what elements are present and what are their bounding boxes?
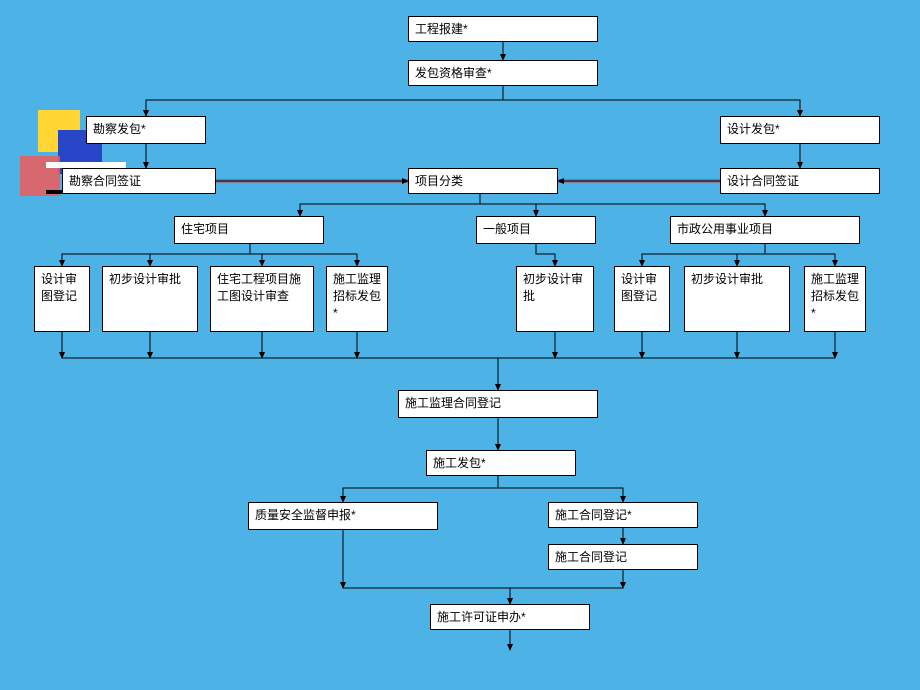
node-label: 施工发包* xyxy=(433,455,486,472)
node-label: 发包资格审查* xyxy=(415,65,492,82)
node-municipal: 市政公用事业项目 xyxy=(670,216,860,244)
node-quality-safety: 质量安全监督申报* xyxy=(248,502,438,530)
node-qualification-review: 发包资格审查* xyxy=(408,60,598,86)
node-survey-contract-out: 勘察发包* xyxy=(86,116,206,144)
node-design-review-reg-2: 设计审图登记 xyxy=(614,266,670,332)
node-label: 初步设计审批 xyxy=(523,271,587,305)
node-label: 初步设计审批 xyxy=(109,271,181,288)
node-supervision-bid-2: 施工监理招标发包* xyxy=(804,266,866,332)
node-label: 施工监理招标发包* xyxy=(333,271,381,321)
node-project-report: 工程报建* xyxy=(408,16,598,42)
node-prelim-approve-3: 初步设计审批 xyxy=(684,266,790,332)
node-design-review-reg-1: 设计审图登记 xyxy=(34,266,90,332)
node-label: 工程报建* xyxy=(415,21,468,38)
node-label: 住宅工程项目施工图设计审查 xyxy=(217,271,307,305)
node-supervision-bid-1: 施工监理招标发包* xyxy=(326,266,388,332)
node-label: 设计审图登记 xyxy=(41,271,83,305)
node-constr-contract-reg: 施工合同登记* xyxy=(548,502,698,528)
node-survey-contract-sign: 勘察合同签证 xyxy=(62,168,216,194)
node-design-contract-out: 设计发包* xyxy=(720,116,880,144)
node-label: 施工合同登记 xyxy=(555,549,627,566)
node-prelim-approve-2: 初步设计审批 xyxy=(516,266,594,332)
node-label: 施工监理招标发包* xyxy=(811,271,859,321)
node-res-drawing-review: 住宅工程项目施工图设计审查 xyxy=(210,266,314,332)
node-project-classify: 项目分类 xyxy=(408,168,558,194)
node-label: 施工监理合同登记 xyxy=(405,395,501,412)
node-label: 市政公用事业项目 xyxy=(677,221,773,238)
node-supervision-contract: 施工监理合同登记 xyxy=(398,390,598,418)
node-label: 设计审图登记 xyxy=(621,271,663,305)
node-construction-out: 施工发包* xyxy=(426,450,576,476)
node-label: 住宅项目 xyxy=(181,221,229,238)
node-label: 勘察合同签证 xyxy=(69,173,141,190)
node-label: 质量安全监督申报* xyxy=(255,507,356,524)
node-label: 设计合同签证 xyxy=(727,173,799,190)
node-label: 施工合同登记* xyxy=(555,507,632,524)
node-label: 项目分类 xyxy=(415,173,463,190)
node-constr-contract-reg2: 施工合同登记 xyxy=(548,544,698,570)
node-design-contract-sign: 设计合同签证 xyxy=(720,168,880,194)
node-label: 施工许可证申办* xyxy=(437,609,526,626)
node-label: 设计发包* xyxy=(727,121,780,138)
node-general: 一般项目 xyxy=(476,216,596,244)
node-prelim-approve-1: 初步设计审批 xyxy=(102,266,198,332)
canvas-bg xyxy=(0,0,920,690)
node-label: 一般项目 xyxy=(483,221,531,238)
node-label: 初步设计审批 xyxy=(691,271,763,288)
node-residential: 住宅项目 xyxy=(174,216,324,244)
node-permit-apply: 施工许可证申办* xyxy=(430,604,590,630)
node-label: 勘察发包* xyxy=(93,121,146,138)
